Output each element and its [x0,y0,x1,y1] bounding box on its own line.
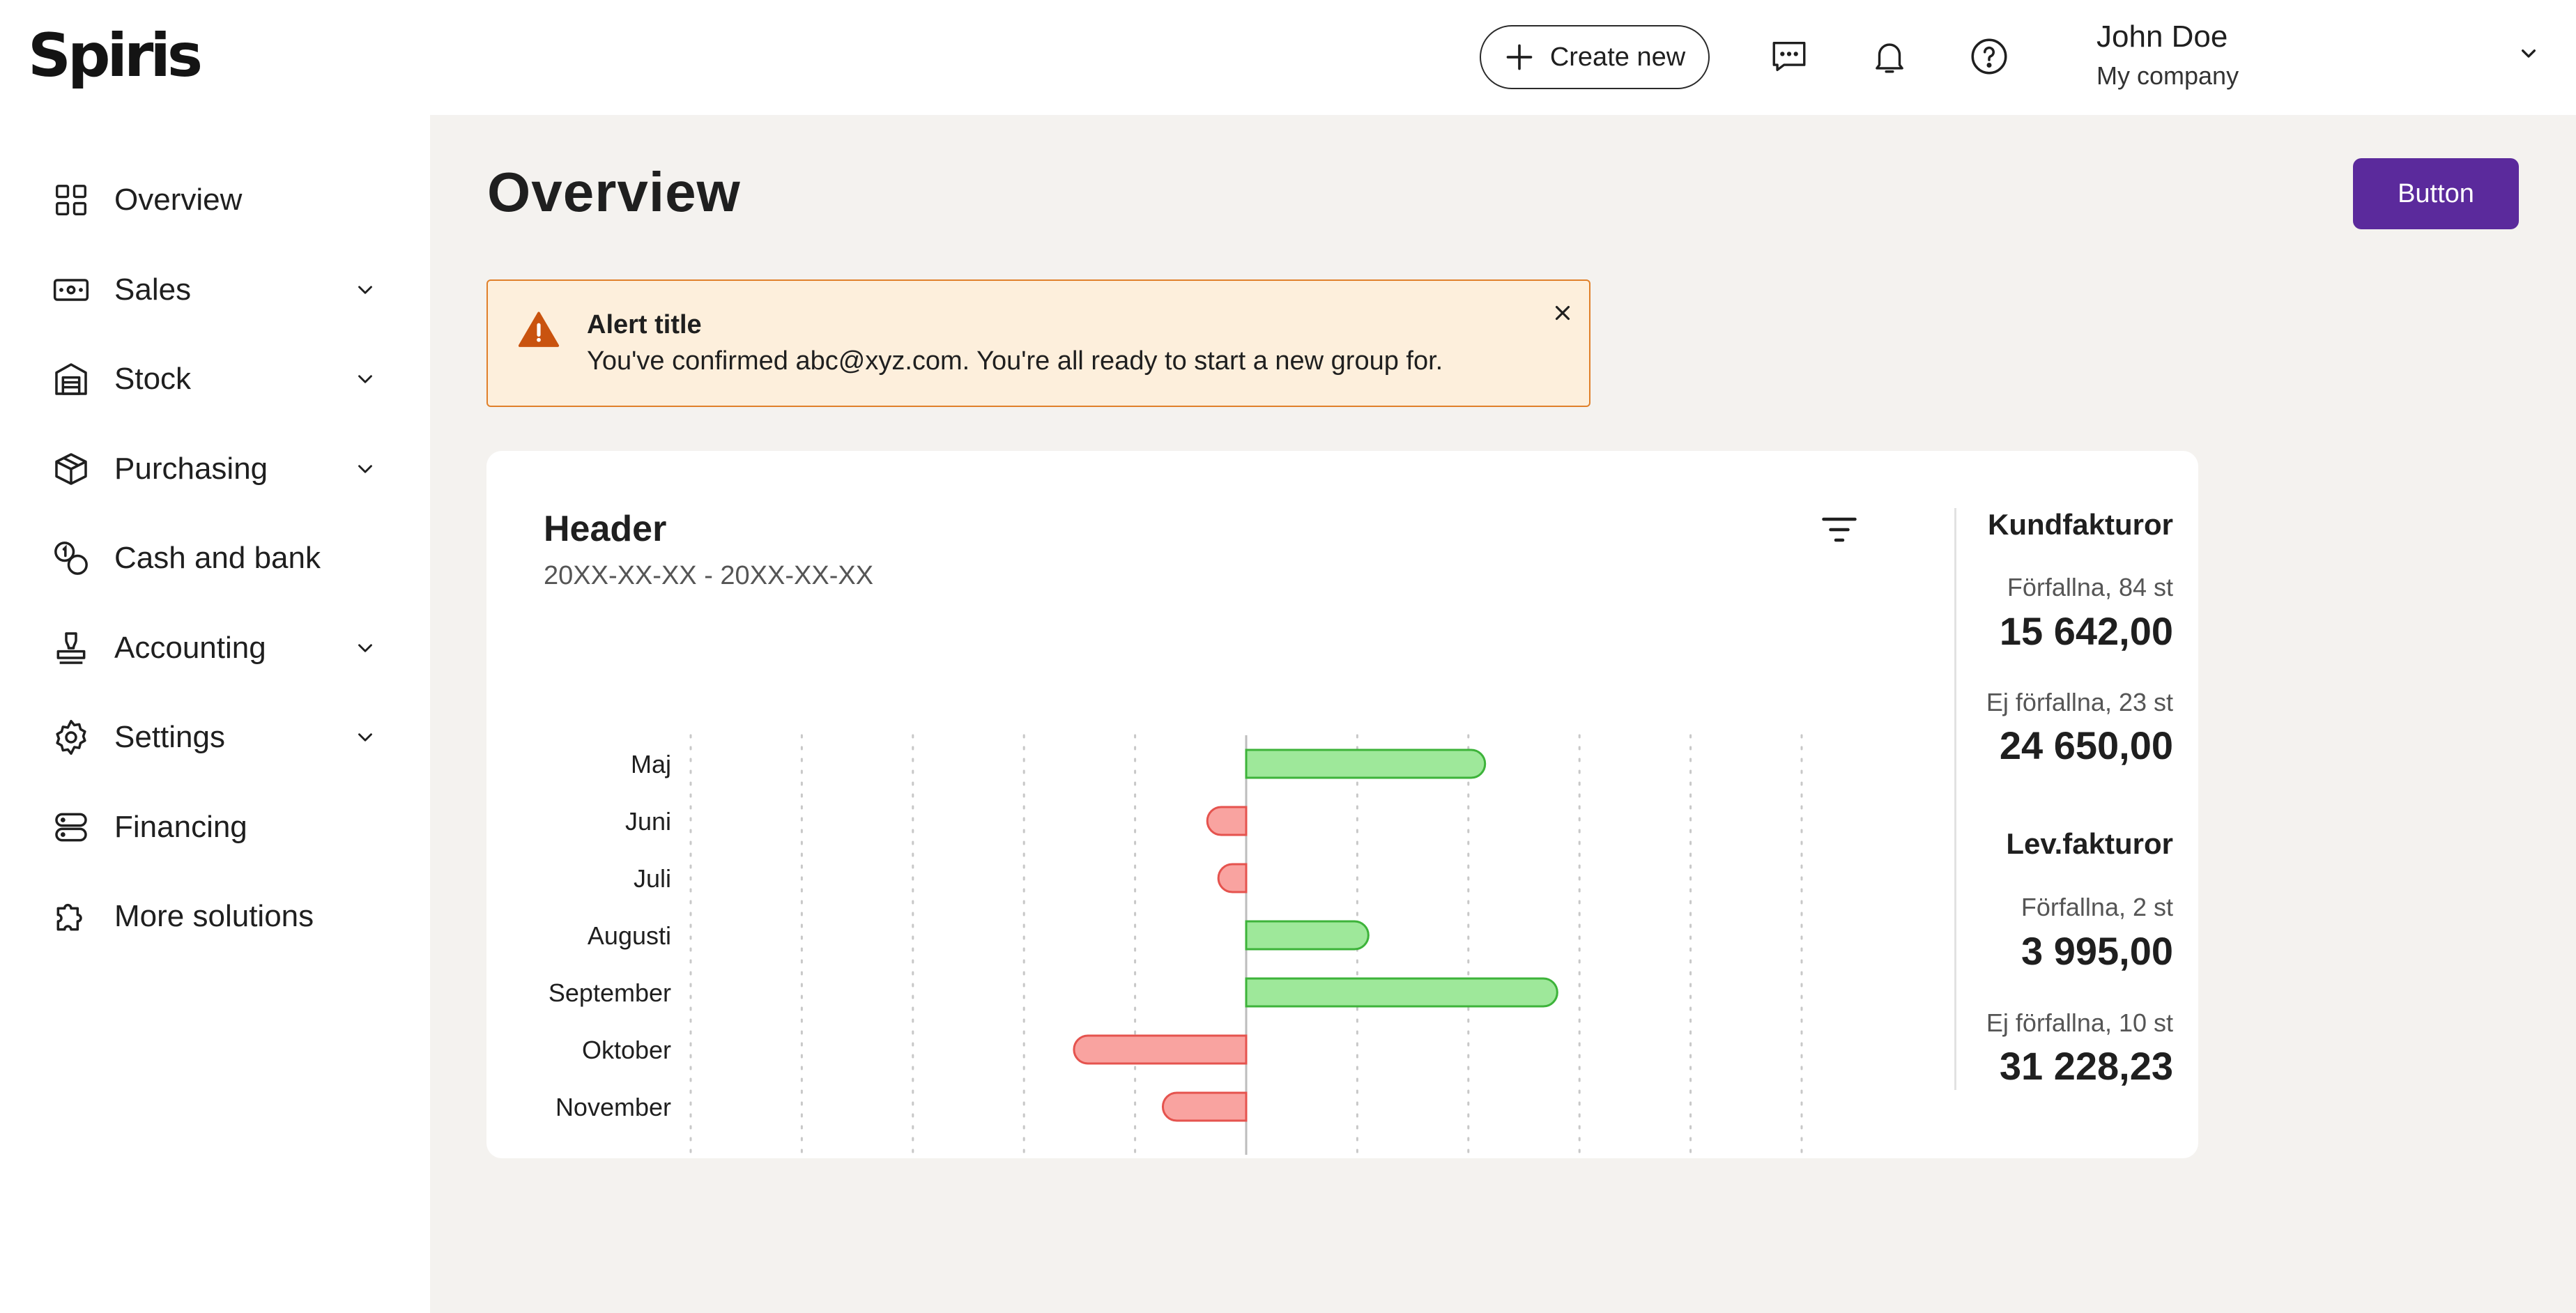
sidebar-item-more-solutions[interactable]: More solutions [0,878,430,955]
bar-juni[interactable] [1206,806,1248,836]
chevron-down-icon [352,635,378,661]
category-label: Juli [634,864,671,893]
kund-overdue-value: 15 642,00 [1999,609,2173,653]
gear-icon [50,716,92,758]
card-date-range: 20XX-XX-XX - 20XX-XX-XX [544,561,874,590]
user-name: John Doe [2096,20,2228,54]
sidebar-item-sales[interactable]: Sales [0,252,430,328]
bar-chart: -5.000-4.000-3.000-2.000-1.00001.0002.00… [549,734,1803,1156]
sidebar-item-label: Sales [114,272,192,307]
primary-button[interactable]: Button [2353,158,2519,229]
kund-overdue-label: Förfallna, 84 st [2007,573,2173,601]
bar-maj[interactable] [1245,748,1487,779]
filter-icon[interactable] [1816,507,1862,553]
create-new-button[interactable]: Create new [1480,25,1710,89]
chevron-down-icon [2522,49,2536,58]
cash-icon [50,269,92,311]
sidebar-item-financing[interactable]: Financing [0,789,430,866]
bar-november[interactable] [1162,1091,1248,1122]
sidebar-item-settings[interactable]: Settings [0,699,430,776]
chevron-down-icon [352,724,378,751]
sidebar-item-label: Accounting [114,631,266,665]
chevron-down-icon [352,456,378,482]
top-bar: Spiris Create new John Doe My company [0,0,2576,115]
help-icon[interactable] [1968,35,2011,78]
category-label: Augusti [588,921,671,950]
levfakturor-title: Lev.fakturor [2006,827,2173,860]
plus-icon [1506,44,1533,70]
sidebar-item-label: More solutions [114,899,314,933]
close-icon[interactable] [1547,298,1578,328]
chat-icon[interactable] [1768,35,1811,78]
category-label: Juni [625,807,671,836]
warning-icon [518,312,560,347]
app-logo[interactable]: Spiris [28,21,203,91]
bar-oktober[interactable] [1073,1034,1248,1065]
sidebar-item-label: Financing [114,810,247,844]
stamp-icon [50,627,92,669]
create-new-label: Create new [1549,42,1686,72]
bar-juli[interactable] [1217,863,1248,893]
lev-overdue-value: 3 995,00 [2021,929,2173,973]
sidebar-item-label: Settings [114,720,225,754]
sidebar-item-label: Overview [114,183,243,217]
card-header: Header [544,509,667,549]
invoice-summary: Kundfakturor Förfallna, 84 st 15 642,00 … [1986,451,2173,1158]
package-icon [50,448,92,490]
chevron-down-icon [352,277,378,303]
puzzle-icon [50,896,92,937]
lev-notdue-label: Ej förfallna, 10 st [1986,1008,2173,1037]
alert-message: You've confirmed abc@xyz.com. You're all… [587,346,1443,376]
warehouse-icon [50,358,92,400]
coins-icon [50,537,92,579]
category-label: Maj [631,750,671,778]
server-icon [50,806,92,848]
category-label: Oktober [582,1036,671,1064]
sidebar-item-overview[interactable]: Overview [0,162,430,238]
sidebar-item-stock[interactable]: Stock [0,341,430,417]
sidebar-item-label: Cash and bank [114,541,321,575]
alert-title: Alert title [587,310,702,339]
kund-notdue-value: 24 650,00 [1999,723,2173,767]
bell-icon[interactable] [1868,35,1911,78]
category-label: September [549,978,671,1007]
kundfakturor-title: Kundfakturor [1988,508,2173,541]
user-company: My company [2096,61,2239,90]
sidebar: Overview Sales Stock [0,115,430,1313]
bar-september[interactable] [1245,977,1558,1008]
overview-card: Header 20XX-XX-XX - 20XX-XX-XX -5.000-4.… [486,451,2198,1158]
lev-overdue-label: Förfallna, 2 st [2021,893,2173,921]
bar-augusti[interactable] [1245,920,1370,951]
kund-notdue-label: Ej förfallna, 23 st [1986,688,2173,716]
sidebar-item-label: Stock [114,362,192,396]
sidebar-item-purchasing[interactable]: Purchasing [0,431,430,507]
sidebar-item-cash-and-bank[interactable]: Cash and bank [0,520,430,597]
divider [1954,508,1956,1090]
grid-icon [50,179,92,221]
category-label: November [555,1093,671,1121]
sidebar-item-label: Purchasing [114,452,268,486]
alert-banner: Alert title You've confirmed abc@xyz.com… [486,279,1590,407]
main-content: Overview Button Alert title You've confi… [430,115,2576,1313]
chevron-down-icon [352,366,378,392]
sidebar-item-accounting[interactable]: Accounting [0,610,430,686]
page-title: Overview [487,161,741,223]
lev-notdue-value: 31 228,23 [1999,1044,2173,1088]
user-menu[interactable]: John Doe My company [2096,20,2543,96]
